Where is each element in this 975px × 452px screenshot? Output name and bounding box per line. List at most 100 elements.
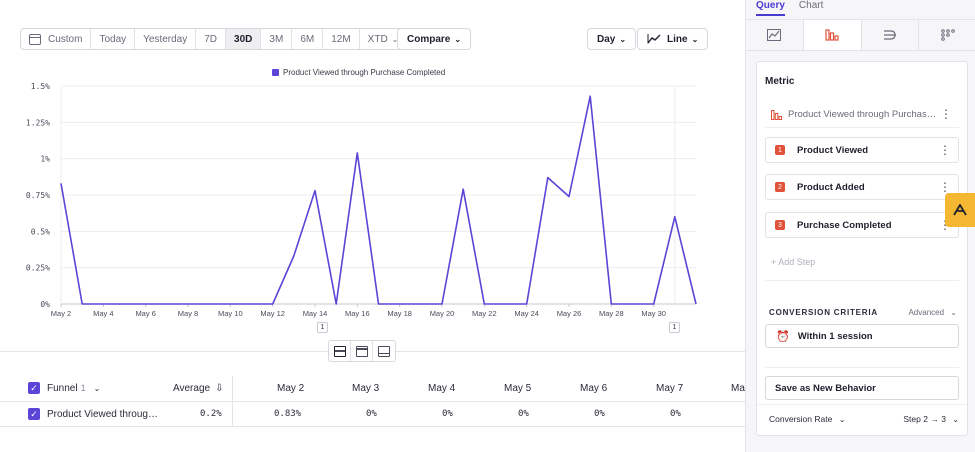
range-custom-label: Custom [48, 33, 83, 45]
column-header[interactable]: May 6 [580, 382, 608, 394]
chart-legend: Product Viewed through Purchase Complete… [272, 68, 445, 77]
x-tick-label: May 4 [93, 309, 113, 318]
select-all-checkbox[interactable]: ✓ [28, 376, 40, 400]
column-header[interactable]: May [731, 382, 745, 394]
column-header[interactable]: May 2 [277, 382, 305, 394]
funnel-step-2[interactable]: 2 Product Added ⋮ [765, 174, 959, 200]
query-type-tabs [746, 19, 975, 51]
tab-chart[interactable]: Chart [798, 0, 824, 11]
criteria-title: CONVERSION CRITERIA [769, 308, 878, 317]
chevron-down-icon: ⌄ [619, 34, 627, 44]
row-value: 0% [366, 409, 377, 419]
range-12m-button[interactable]: 12M [323, 29, 360, 49]
x-tick-label: May 12 [260, 309, 285, 318]
advanced-toggle[interactable]: Advanced ⌄ [908, 308, 957, 317]
tab-query[interactable]: Query [756, 0, 785, 16]
compare-label: Compare [407, 33, 451, 45]
annotation-marker[interactable]: 1 [669, 322, 680, 333]
layout-chart-button[interactable] [351, 341, 373, 361]
range-custom-button[interactable]: Custom [21, 29, 92, 49]
chart-type-label: Line [667, 33, 688, 45]
funnel-step-1[interactable]: 1 Product Viewed ⋮ [765, 137, 959, 163]
chevron-down-icon: ⌄ [950, 308, 957, 317]
row-value: 0% [518, 409, 529, 419]
step-label: Product Added [797, 181, 865, 193]
range-7d-button[interactable]: 7D [196, 29, 227, 49]
panel-tabs: Query Chart [756, 0, 837, 16]
column-header[interactable]: May 7 [656, 382, 684, 394]
metric-card: Metric Product Viewed through Purchas… ⋮… [756, 61, 968, 436]
range-6m-button[interactable]: 6M [292, 29, 324, 49]
divider [0, 426, 745, 427]
interval-select[interactable]: Day ⌄ [587, 28, 637, 50]
range-3m-button[interactable]: 3M [261, 29, 293, 49]
tab-funnel[interactable] [803, 20, 862, 50]
series-line [60, 95, 697, 305]
range-yesterday-button[interactable]: Yesterday [135, 29, 197, 49]
x-tick-label: May 16 [345, 309, 370, 318]
checkmark-icon: ✓ [28, 408, 40, 420]
tab-journeys[interactable] [861, 20, 920, 50]
chevron-down-icon: ⌄ [838, 415, 846, 424]
row-name[interactable]: Product Viewed throug… [47, 408, 158, 420]
layout-table-button[interactable] [373, 341, 395, 361]
chart-view-icon [355, 345, 368, 357]
divider [757, 404, 967, 405]
range-xtd-button[interactable]: XTD ⌄ [360, 29, 407, 49]
calendar-icon [29, 33, 41, 45]
average-column-header[interactable]: Average ⇩ [173, 376, 223, 400]
column-header[interactable]: May 4 [428, 382, 456, 394]
conversion-window-button[interactable]: ⏰ Within 1 session [765, 324, 959, 348]
row-checkbox[interactable]: ✓ [28, 403, 40, 425]
step-range-select[interactable]: Step 2 → 3 ⌄ [903, 414, 959, 424]
funnel-label: Funnel [47, 382, 78, 394]
column-header[interactable]: May 3 [352, 382, 380, 394]
annotation-marker[interactable]: 1 [317, 322, 328, 333]
x-tick-label: May 14 [303, 309, 328, 318]
sort-icon: ⇩ [215, 382, 224, 394]
funnel-column-header[interactable]: Funnel 1 ⌄ [47, 376, 100, 400]
x-tick-label: May 2 [51, 309, 71, 318]
range-30d-button[interactable]: 30D [226, 29, 262, 49]
add-step-button[interactable]: + Add Step [771, 257, 816, 267]
checkmark-icon: ✓ [28, 382, 40, 394]
assistant-button[interactable] [945, 193, 975, 227]
more-icon[interactable]: ⋮ [939, 143, 951, 157]
divider [0, 401, 745, 402]
tab-segmentation[interactable] [746, 20, 804, 50]
line-chart-icon [767, 29, 782, 41]
more-icon[interactable]: ⋮ [939, 180, 951, 194]
chevron-down-icon: ⌄ [454, 34, 462, 44]
more-icon[interactable]: ⋮ [940, 107, 952, 121]
step-label: Purchase Completed [797, 219, 892, 231]
tab-retention[interactable] [919, 20, 975, 50]
chart-area: Product Viewed through Purchase Complete… [0, 60, 745, 340]
legend-label: Product Viewed through Purchase Complete… [283, 68, 446, 77]
table-view-icon [378, 345, 390, 357]
x-tick-label: May 26 [557, 309, 582, 318]
y-tick-label: 0.75% [26, 191, 50, 200]
grid-dots-icon [940, 29, 955, 41]
x-tick-label: May 30 [641, 309, 666, 318]
chevron-down-icon: ⌄ [952, 415, 959, 424]
column-header[interactable]: May 5 [504, 382, 532, 394]
logo-icon [953, 204, 967, 216]
step-label: Product Viewed [797, 144, 869, 156]
split-view-icon [333, 345, 346, 357]
funnel-step-3[interactable]: 3 Purchase Completed ⋮ [765, 212, 959, 238]
y-tick-label: 1% [40, 155, 50, 164]
funnel-name-row[interactable]: Product Viewed through Purchas… ⋮ [765, 102, 959, 128]
query-panel: Query Chart [745, 0, 975, 452]
metric-title: Metric [765, 76, 795, 87]
x-tick-label: May 22 [472, 309, 497, 318]
chart-type-select[interactable]: Line ⌄ [637, 28, 709, 50]
layout-split-button[interactable] [329, 341, 351, 361]
conversion-rate-select[interactable]: Conversion Rate ⌄ [769, 414, 845, 424]
x-tick-label: May 28 [599, 309, 624, 318]
compare-button[interactable]: Compare ⌄ [397, 28, 472, 50]
funnel-count: 1 [80, 383, 86, 393]
step-number: 1 [775, 145, 785, 155]
row-value: 0% [670, 409, 681, 419]
range-today-button[interactable]: Today [91, 29, 136, 49]
save-behavior-button[interactable]: Save as New Behavior [765, 376, 959, 400]
